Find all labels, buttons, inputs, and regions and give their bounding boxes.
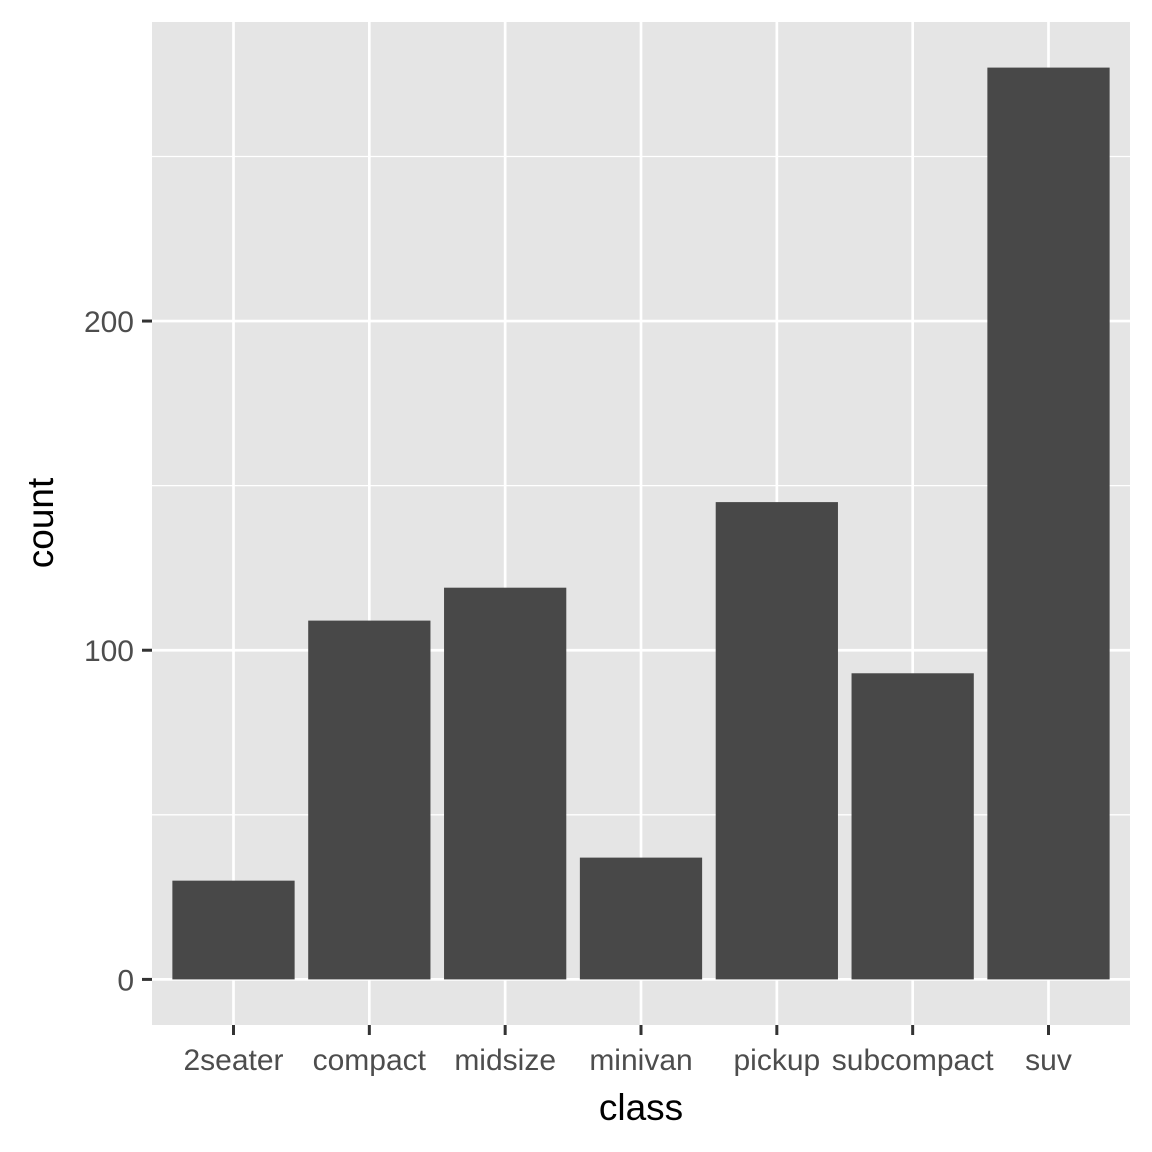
x-tick-label-pickup: pickup <box>733 1044 820 1077</box>
x-tick-label-subcompact: subcompact <box>832 1044 994 1077</box>
y-tick-label: 200 <box>84 306 134 339</box>
bar-2seater <box>172 880 295 980</box>
x-axis-tick-labels: 2seater compact midsize minivan pickup subcom… <box>183 1044 1071 1077</box>
y-axis-title: count <box>20 477 61 568</box>
x-axis-title: class <box>599 1087 683 1128</box>
x-tick-label-midsize: midsize <box>454 1044 556 1077</box>
x-tick-label-minivan: minivan <box>589 1044 692 1077</box>
bar-compact <box>308 620 431 980</box>
bars <box>172 67 1110 980</box>
bar-midsize <box>444 587 567 980</box>
bar-minivan <box>579 857 703 980</box>
bar-suv <box>987 67 1110 980</box>
x-tick-label-compact: compact <box>313 1044 427 1077</box>
y-axis-tick-labels: 0 100 200 <box>84 306 134 997</box>
x-tick-label-2seater: 2seater <box>183 1044 283 1077</box>
bar-pickup <box>715 502 838 980</box>
x-axis-ticks <box>232 1025 1050 1035</box>
x-tick-label-suv: suv <box>1025 1044 1072 1077</box>
y-tick-label: 0 <box>117 964 134 997</box>
bar-subcompact <box>851 673 974 980</box>
y-axis-ticks <box>142 319 152 981</box>
y-tick-label: 100 <box>84 635 134 668</box>
